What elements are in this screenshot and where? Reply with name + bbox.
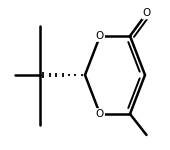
Text: O: O <box>142 9 151 18</box>
Text: O: O <box>96 31 104 41</box>
Text: O: O <box>96 109 104 119</box>
